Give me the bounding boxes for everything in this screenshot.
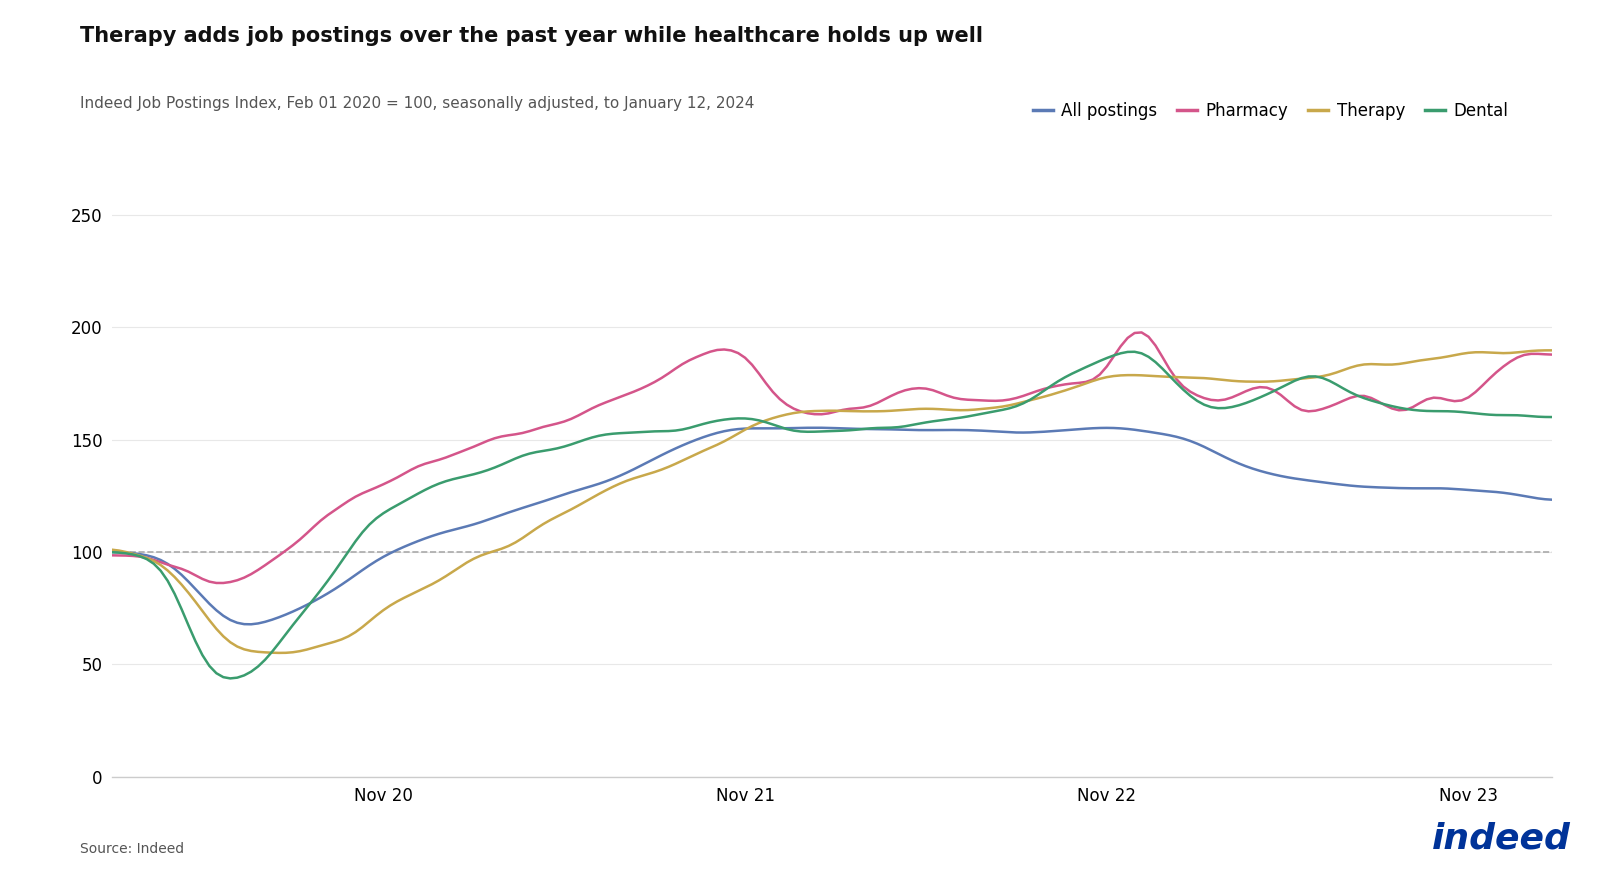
Text: Source: Indeed: Source: Indeed: [80, 842, 184, 856]
Text: Therapy adds job postings over the past year while healthcare holds up well: Therapy adds job postings over the past …: [80, 26, 982, 46]
Legend: All postings, Pharmacy, Therapy, Dental: All postings, Pharmacy, Therapy, Dental: [1026, 95, 1515, 127]
Text: indeed: indeed: [1432, 821, 1571, 856]
Text: Indeed Job Postings Index, Feb 01 2020 = 100, seasonally adjusted, to January 12: Indeed Job Postings Index, Feb 01 2020 =…: [80, 96, 754, 111]
